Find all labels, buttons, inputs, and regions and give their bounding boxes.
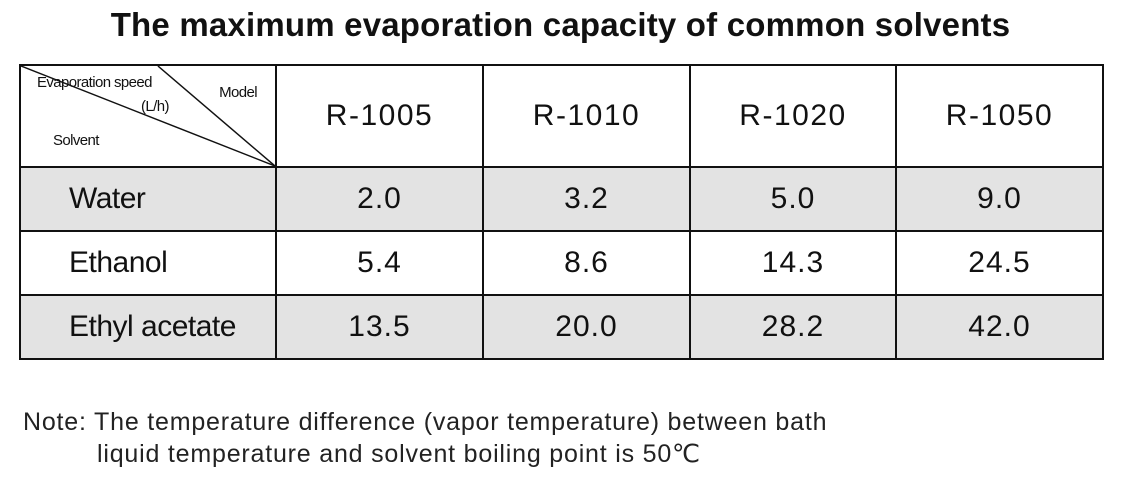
value-cell: 5.4: [275, 230, 484, 296]
solvent-cell: Ethanol: [19, 230, 277, 296]
corner-header-cell: Evaporation speed (L/h) Model Solvent: [19, 64, 277, 168]
value-cell: 5.0: [689, 166, 897, 232]
table-row: Water 2.0 3.2 5.0 9.0: [19, 166, 1104, 232]
page-title: The maximum evaporation capacity of comm…: [110, 6, 1011, 43]
value-cell: 42.0: [895, 294, 1104, 360]
solvent-cell: Water: [19, 166, 277, 232]
value-cell: 3.2: [482, 166, 691, 232]
table-row: Ethyl acetate 13.5 20.0 28.2 42.0: [19, 294, 1104, 360]
table-row: Ethanol 5.4 8.6 14.3 24.5: [19, 230, 1104, 296]
model-header-cell: R-1010: [482, 64, 691, 168]
model-header-cell: R-1005: [275, 64, 484, 168]
table-header-row: Evaporation speed (L/h) Model Solvent R-…: [19, 64, 1104, 168]
value-cell: 24.5: [895, 230, 1104, 296]
value-cell: 20.0: [482, 294, 691, 360]
footnote: Note: The temperature difference (vapor …: [23, 406, 827, 470]
value-cell: 2.0: [275, 166, 484, 232]
model-header-cell: R-1050: [895, 64, 1104, 168]
value-cell: 14.3: [689, 230, 897, 296]
solvent-cell: Ethyl acetate: [19, 294, 277, 360]
value-cell: 28.2: [689, 294, 897, 360]
footnote-line-2: liquid temperature and solvent boiling p…: [97, 440, 701, 468]
evaporation-table: Evaporation speed (L/h) Model Solvent R-…: [19, 64, 1104, 360]
unit-label: (L/h): [141, 98, 169, 115]
solvent-label: Solvent: [53, 132, 99, 149]
diagonal-divider: [22, 67, 274, 165]
model-label: Model: [219, 84, 257, 101]
value-cell: 8.6: [482, 230, 691, 296]
value-cell: 13.5: [275, 294, 484, 360]
value-cell: 9.0: [895, 166, 1104, 232]
footnote-line-1: Note: The temperature difference (vapor …: [23, 408, 828, 436]
model-header-cell: R-1020: [689, 64, 897, 168]
evaporation-speed-label: Evaporation speed: [37, 74, 152, 91]
